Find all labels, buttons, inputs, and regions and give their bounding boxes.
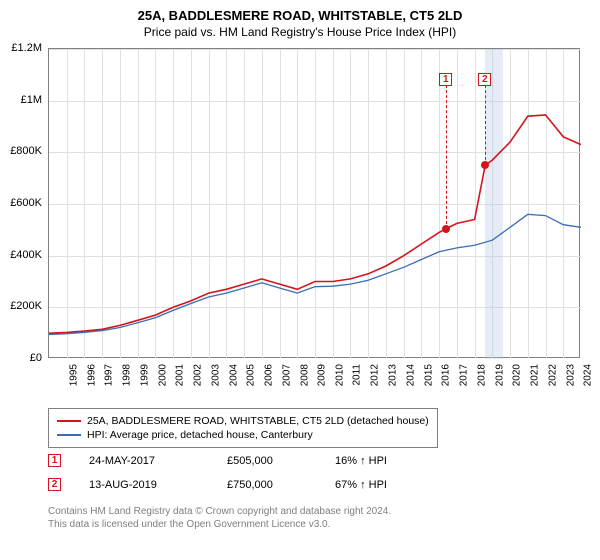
chart-subtitle: Price paid vs. HM Land Registry's House …	[0, 23, 600, 39]
x-tick-label: 2010	[334, 364, 345, 386]
callout-marker: 2	[48, 478, 61, 491]
y-tick-label: £0	[2, 352, 42, 364]
chart-plot-area: 12	[48, 48, 580, 358]
x-tick-label: 2017	[458, 364, 469, 386]
series-line	[49, 214, 581, 334]
legend-label: HPI: Average price, detached house, Cant…	[87, 429, 313, 441]
x-tick-label: 2002	[192, 364, 203, 386]
x-tick-label: 1997	[104, 364, 115, 386]
legend-swatch	[57, 420, 81, 422]
callout-row: 1 24-MAY-2017 £505,000 16% ↑ HPI	[48, 454, 387, 467]
x-tick-label: 2003	[210, 364, 221, 386]
x-tick-label: 2013	[387, 364, 398, 386]
y-tick-label: £200K	[2, 300, 42, 312]
y-tick-label: £800K	[2, 145, 42, 157]
x-tick-label: 2020	[512, 364, 523, 386]
callout-price: £750,000	[227, 479, 307, 491]
x-tick-label: 1998	[121, 364, 132, 386]
marker-vline	[446, 80, 447, 229]
x-tick-label: 2006	[263, 364, 274, 386]
x-tick-label: 2021	[529, 364, 540, 386]
marker-label-box: 1	[439, 73, 452, 86]
y-tick-label: £1M	[2, 94, 42, 106]
x-tick-label: 2024	[583, 364, 594, 386]
callout-row: 2 13-AUG-2019 £750,000 67% ↑ HPI	[48, 478, 387, 491]
x-tick-label: 1996	[86, 364, 97, 386]
x-tick-label: 2022	[547, 364, 558, 386]
marker-point	[442, 225, 450, 233]
legend: 25A, BADDLESMERE ROAD, WHITSTABLE, CT5 2…	[48, 408, 438, 448]
callout-price: £505,000	[227, 455, 307, 467]
series-line	[49, 115, 581, 333]
callout-delta: 16% ↑ HPI	[335, 455, 387, 467]
x-tick-label: 2015	[423, 364, 434, 386]
callout-marker: 1	[48, 454, 61, 467]
legend-item: HPI: Average price, detached house, Cant…	[57, 428, 429, 442]
marker-label-box: 2	[478, 73, 491, 86]
series-svg	[49, 49, 581, 359]
x-tick-label: 2007	[281, 364, 292, 386]
x-tick-label: 2009	[317, 364, 328, 386]
legend-label: 25A, BADDLESMERE ROAD, WHITSTABLE, CT5 2…	[87, 415, 429, 427]
marker-vline	[485, 80, 486, 165]
legend-item: 25A, BADDLESMERE ROAD, WHITSTABLE, CT5 2…	[57, 414, 429, 428]
footer-line2: This data is licensed under the Open Gov…	[48, 519, 391, 532]
x-tick-label: 2001	[175, 364, 186, 386]
marker-point	[481, 161, 489, 169]
x-tick-label: 2005	[246, 364, 257, 386]
callout-date: 24-MAY-2017	[89, 455, 199, 467]
chart-title: 25A, BADDLESMERE ROAD, WHITSTABLE, CT5 2…	[0, 0, 600, 23]
x-tick-label: 2000	[157, 364, 168, 386]
legend-swatch	[57, 434, 81, 436]
y-tick-label: £600K	[2, 197, 42, 209]
x-tick-label: 2019	[494, 364, 505, 386]
x-tick-label: 2004	[228, 364, 239, 386]
y-tick-label: £1.2M	[2, 42, 42, 54]
x-tick-label: 2014	[405, 364, 416, 386]
x-tick-label: 2018	[476, 364, 487, 386]
x-tick-label: 2011	[351, 364, 362, 386]
y-tick-label: £400K	[2, 249, 42, 261]
x-tick-label: 1999	[139, 364, 150, 386]
x-tick-label: 2012	[370, 364, 381, 386]
x-tick-label: 2008	[299, 364, 310, 386]
x-tick-label: 1995	[68, 364, 79, 386]
callout-date: 13-AUG-2019	[89, 479, 199, 491]
callout-delta: 67% ↑ HPI	[335, 479, 387, 491]
footer-line1: Contains HM Land Registry data © Crown c…	[48, 506, 391, 519]
x-tick-label: 2016	[441, 364, 452, 386]
footer-attribution: Contains HM Land Registry data © Crown c…	[48, 506, 391, 531]
x-tick-label: 2023	[565, 364, 576, 386]
